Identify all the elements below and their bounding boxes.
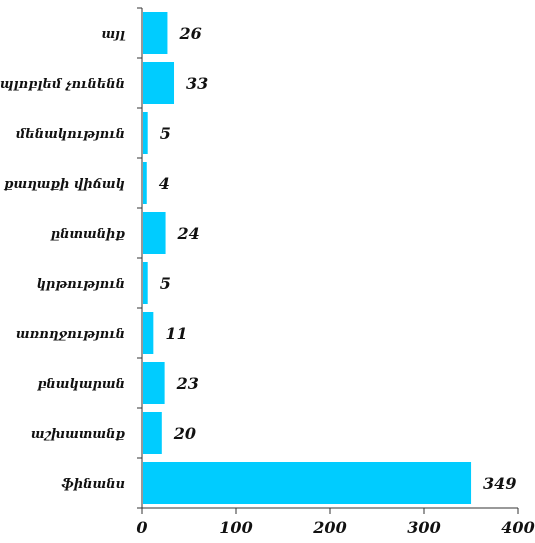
x-tick-label: 0 — [136, 518, 147, 537]
bars-group — [143, 12, 472, 504]
x-axis-ticks: 0 100 200 300 400 — [136, 7, 535, 537]
value-label: 349 — [483, 474, 516, 493]
category-label: կրթություն — [37, 277, 125, 292]
bar — [143, 262, 148, 304]
value-label: 5 — [160, 124, 171, 143]
x-tick-label: 100 — [219, 518, 252, 537]
bar — [143, 62, 175, 104]
value-label: 26 — [178, 24, 201, 43]
bar — [143, 212, 166, 254]
value-labels: 26 33 5 4 24 5 11 23 20 349 — [159, 24, 517, 493]
category-label: պլոբլեմ չունենն — [0, 77, 125, 92]
x-tick-label: 400 — [501, 518, 534, 537]
bar — [143, 162, 147, 204]
value-label: 24 — [177, 224, 200, 243]
value-label: 20 — [173, 424, 196, 443]
bar — [143, 112, 148, 154]
category-labels: այլ պլոբլեմ չունենն մենակություն քաղաքի վիճ… — [0, 27, 126, 492]
value-label: 4 — [159, 174, 170, 193]
bar — [143, 312, 154, 354]
value-label: 5 — [160, 274, 171, 293]
category-label: մենակություն — [16, 127, 125, 142]
bar — [143, 362, 165, 404]
category-label: առողջություն — [16, 327, 125, 342]
category-label: քաղաքի վիճակ — [3, 177, 125, 192]
category-label: ֆինանս — [61, 477, 125, 492]
value-label: 23 — [176, 374, 199, 393]
category-label: այլ — [101, 27, 125, 42]
bar — [143, 12, 168, 54]
x-tick-label: 200 — [312, 518, 346, 537]
x-tick-label: 300 — [407, 518, 440, 537]
category-label: բնակարան — [36, 377, 125, 392]
bar — [143, 462, 472, 504]
bar — [143, 412, 162, 454]
category-label: ընտանիք — [50, 227, 126, 242]
value-label: 11 — [165, 324, 187, 343]
category-label: աշխատանք — [31, 427, 126, 442]
value-label: 33 — [186, 74, 208, 93]
